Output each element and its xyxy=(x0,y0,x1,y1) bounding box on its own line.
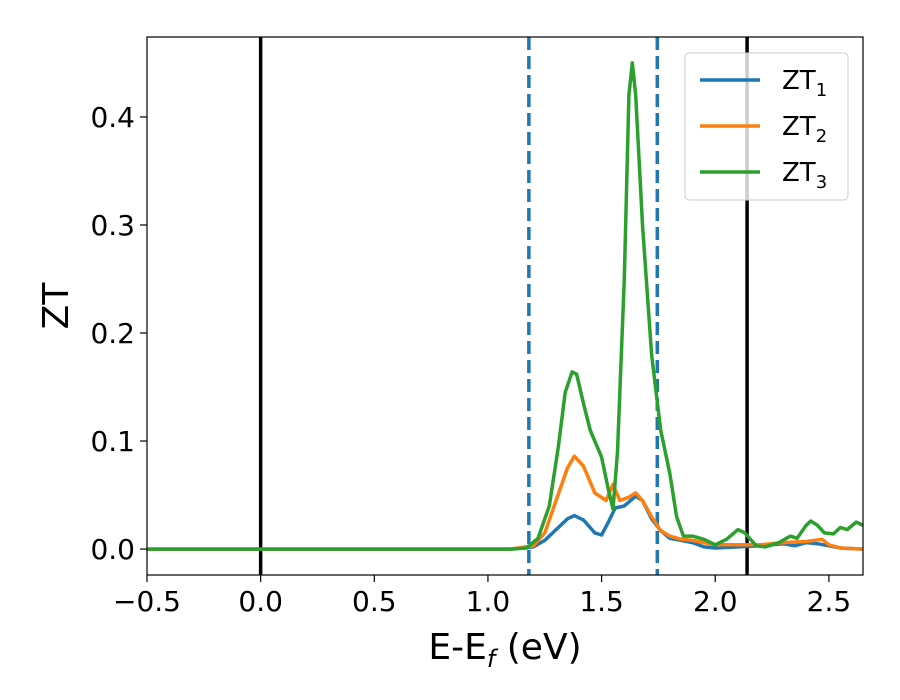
x-axis-label: E-Ef (eV) xyxy=(428,627,581,673)
legend: ZT1 ZT2 ZT3 xyxy=(684,52,849,201)
y-tick-label: 0.3 xyxy=(90,209,135,242)
plot-frame xyxy=(146,36,864,576)
x-tick-label: 1.5 xyxy=(579,585,624,618)
y-tick-label: 0.1 xyxy=(90,425,135,458)
x-tick-label: 0.0 xyxy=(238,585,283,618)
x-tick-label: 2.5 xyxy=(807,585,852,618)
legend-label-zt3: ZT3 xyxy=(782,158,827,193)
x-tick-label: 2.0 xyxy=(693,585,738,618)
x-tick-label: −0.5 xyxy=(113,585,181,618)
y-tick-label: 0.2 xyxy=(90,317,135,350)
y-axis-label: ZT xyxy=(36,282,77,330)
legend-label-zt1: ZT1 xyxy=(782,66,827,101)
x-axis-ticks: −0.5 0.0 0.5 1.0 1.5 2.0 2.5 xyxy=(113,575,851,618)
y-tick-label: 0.4 xyxy=(90,101,135,134)
series-line-zt2 xyxy=(147,454,863,551)
legend-label-zt2: ZT2 xyxy=(782,112,827,147)
x-tick-label: 1.0 xyxy=(466,585,511,618)
series-line-zt1 xyxy=(147,494,863,551)
legend-box xyxy=(684,52,849,201)
series-layer xyxy=(147,61,863,551)
y-axis-ticks: 0.0 0.1 0.2 0.3 0.4 xyxy=(90,101,147,566)
y-tick-label: 0.0 xyxy=(90,533,135,566)
x-tick-label: 0.5 xyxy=(352,585,397,618)
series-line-zt3 xyxy=(147,61,863,551)
